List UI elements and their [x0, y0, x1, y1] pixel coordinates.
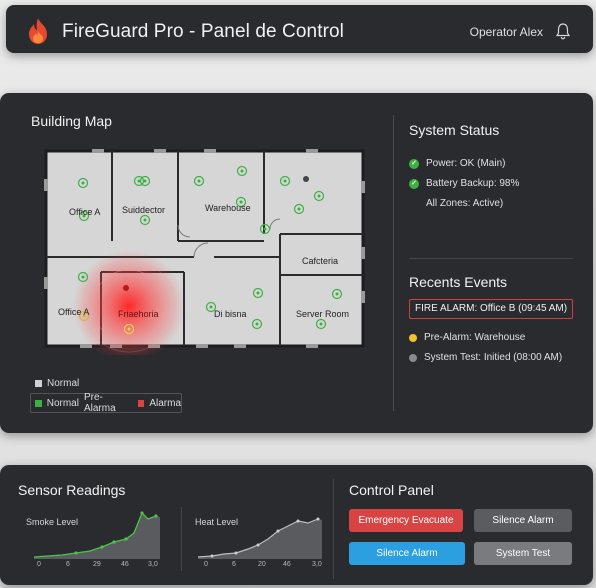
system-status-title: System Status — [409, 122, 500, 138]
smoke-tick-2: 29 — [93, 561, 101, 568]
building-floor-plan — [44, 149, 365, 355]
room-label-warehouse: Warehouse — [205, 203, 251, 213]
top-bar: FireGuard Pro - Panel de Control Operato… — [6, 5, 593, 53]
control-panel-divider — [333, 479, 334, 579]
room-label-cafeteria: Cafcteria — [302, 256, 339, 266]
status-divider — [409, 258, 573, 259]
event-pre-alarm-text: Pre-Alarm: Warehouse — [424, 332, 526, 343]
status-power: ✓ Power: OK (Main) — [409, 158, 505, 169]
smoke-tick-4: 3,0 — [148, 561, 158, 568]
operator-name[interactable]: Operator Alex — [469, 25, 543, 39]
heat-tick-0: 0 — [204, 561, 208, 568]
status-zones-text: All Zones: Active) — [426, 198, 504, 209]
heat-level-label: Heat Level — [195, 517, 239, 527]
heat-tick-2: 20 — [258, 561, 266, 568]
smoke-level-label: Smoke Level — [26, 517, 79, 527]
system-test-button[interactable]: System Test — [474, 542, 572, 565]
building-map-title: Building Map — [31, 113, 112, 129]
silence-alarm-button[interactable]: Silence Alarm — [474, 509, 572, 532]
legend-label-normal-2: Normal — [46, 397, 79, 409]
app-title: FireGuard Pro - Panel de Control — [62, 21, 344, 42]
control-panel-title: Control Panel — [349, 482, 434, 498]
legend-top: Normal — [35, 378, 79, 389]
recent-events-title: Recents Events — [409, 274, 508, 290]
event-pre-alarm[interactable]: Pre-Alarm: Warehouse — [409, 332, 525, 343]
room-label-dibisna: Di bisna — [214, 309, 247, 319]
check-icon: ✓ — [409, 178, 419, 189]
main-panel: Building Map — [0, 93, 593, 433]
event-system-test[interactable]: System Test: Initied (08:00 AM) — [409, 352, 562, 363]
event-fire-alarm[interactable]: FIRE ALARM: Office B (09:45 AM) — [409, 299, 574, 319]
room-label-suiddector: Suiddector — [122, 205, 166, 215]
panel-divider — [393, 115, 394, 411]
status-zones: All Zones: Active) — [426, 198, 503, 209]
silence-alarm-button-blue[interactable]: Silence Alarm — [349, 542, 465, 565]
smoke-tick-1: 6 — [66, 561, 70, 568]
sensor-readings-title: Sensor Readings — [18, 482, 126, 498]
flame-icon — [29, 18, 47, 44]
status-battery: ✓ Battery Backup: 98% — [409, 178, 519, 189]
heat-level-chart — [198, 517, 322, 559]
legend-swatch-normal — [35, 380, 42, 387]
warning-dot-icon — [409, 333, 417, 342]
legend-swatch-normal-green — [35, 399, 42, 407]
chart-divider — [181, 507, 182, 571]
info-dot-icon — [409, 353, 417, 362]
smoke-tick-3: 46 — [121, 561, 129, 568]
legend-label-alarm: Alarma — [149, 397, 182, 409]
room-label-office-a: Office A — [69, 207, 101, 217]
emergency-evacuate-button[interactable]: Emergency Evacuate — [349, 509, 463, 532]
heat-tick-4: 3,0 — [312, 561, 322, 568]
bottom-panel: Sensor Readings Smoke Level 0 6 29 46 3,… — [0, 465, 593, 585]
status-power-text: Power: OK (Main) — [426, 158, 506, 169]
room-label-office-b: Friaehoria — [118, 309, 159, 319]
check-icon: ✓ — [409, 158, 419, 169]
legend: Normal Pre-Alarma Alarma — [30, 392, 182, 414]
legend-label-pre-alarm: Pre-Alarma — [83, 392, 116, 414]
legend-label-normal: Normal — [47, 378, 80, 389]
event-system-test-text: System Test: Initied (08:00 AM) — [424, 352, 563, 363]
smoke-level-chart — [34, 511, 160, 559]
status-battery-text: Battery Backup: 98% — [426, 178, 520, 189]
heat-tick-1: 6 — [232, 561, 236, 568]
smoke-tick-0: 0 — [37, 561, 41, 568]
legend-swatch-alarm — [137, 399, 145, 407]
bell-icon[interactable] — [555, 22, 571, 40]
room-label-server-room: Server Room — [296, 309, 350, 319]
heat-tick-3: 46 — [283, 561, 291, 568]
room-label-office-a-lower: Office A — [58, 307, 90, 317]
